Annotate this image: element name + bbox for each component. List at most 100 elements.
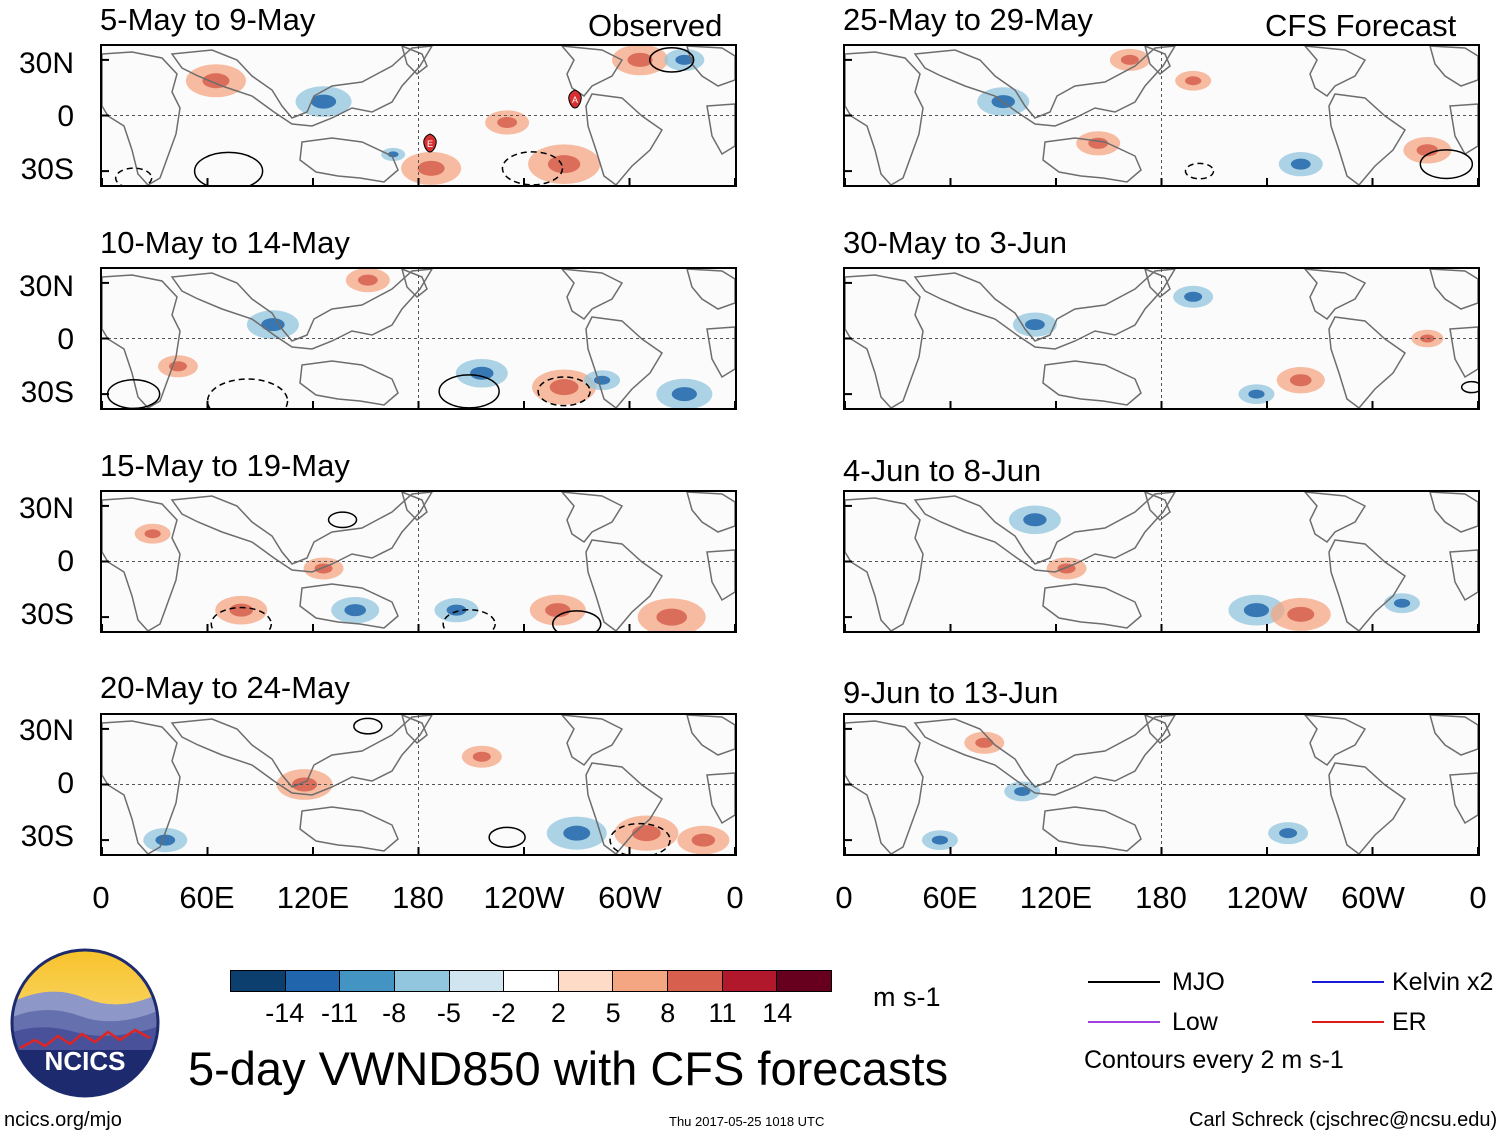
coastline	[1304, 269, 1367, 321]
wind-anomaly-core	[357, 274, 378, 286]
coastline	[706, 549, 735, 602]
coastline	[585, 316, 664, 408]
wind-anomaly-core	[310, 94, 337, 109]
wind-anomaly-core	[1290, 158, 1311, 170]
legend-mjo-label: MJO	[1172, 968, 1225, 996]
wind-anomaly-core	[202, 73, 230, 89]
map-graphic	[845, 269, 1478, 408]
mjo-contour	[1460, 380, 1478, 394]
mjo-contour	[501, 151, 564, 185]
wind-anomaly-core	[549, 379, 579, 396]
wind-anomaly-core	[291, 777, 318, 792]
map-graphic	[845, 46, 1478, 185]
coastline	[170, 715, 433, 796]
lat-label-30s: 30S	[20, 820, 74, 853]
lon-label: 120E	[276, 880, 350, 915]
lat-label-30n: 30N	[18, 714, 74, 747]
map-panel-observed-4	[100, 713, 737, 856]
coastline	[1042, 583, 1142, 629]
wind-anomaly-core	[975, 737, 994, 748]
colorbar-label: 14	[762, 998, 793, 1028]
coastline	[102, 51, 181, 185]
colorbar-swatch	[777, 971, 832, 991]
coastline	[561, 715, 624, 767]
coastline	[1429, 269, 1478, 310]
lat-label-eq: 0	[57, 545, 74, 578]
coastline	[102, 497, 181, 631]
colorbar-swatch	[449, 971, 505, 991]
coastline	[1429, 492, 1478, 533]
coastline	[1042, 360, 1142, 406]
wind-anomaly-core	[631, 825, 661, 842]
colorbar-swatch	[668, 971, 723, 991]
map-graphic	[102, 715, 735, 854]
wind-anomaly-core	[1289, 374, 1312, 387]
coastline	[170, 46, 433, 127]
colorbar-swatch	[285, 971, 341, 991]
wind-anomaly-core	[229, 603, 253, 617]
coastline	[686, 269, 735, 310]
wind-anomaly-core	[1416, 144, 1439, 157]
wind-anomaly-core	[691, 833, 716, 847]
panel-title-left-2: 10-May to 14-May	[100, 225, 350, 260]
wind-anomaly-core	[675, 54, 694, 65]
coastline	[1042, 137, 1142, 183]
mjo-contour	[353, 717, 383, 735]
map-panel-forecast-1	[843, 44, 1480, 187]
wind-anomaly-core	[344, 604, 366, 617]
map-panel-forecast-2	[843, 267, 1480, 410]
wind-anomaly-core	[1279, 828, 1298, 839]
wind-anomaly-core	[1393, 598, 1411, 608]
colorbar-swatch	[722, 971, 778, 991]
legend-low-label: Low	[1172, 1008, 1218, 1036]
colorbar-swatch	[558, 971, 614, 991]
colorbar-label: 11	[708, 998, 737, 1028]
panel-title-left-3: 15-May to 19-May	[100, 448, 350, 483]
lon-label: 60E	[922, 880, 978, 915]
panel-title-left-4: 20-May to 24-May	[100, 670, 350, 705]
ncics-logo: NCICS	[10, 948, 160, 1098]
colorbar-label: -2	[491, 998, 516, 1028]
coastline	[845, 51, 924, 185]
coastline	[1449, 549, 1478, 602]
lon-label: 0	[835, 880, 853, 915]
mjo-contour	[488, 826, 526, 848]
lat-label-30n: 30N	[18, 270, 74, 303]
wind-anomaly-core	[1185, 76, 1202, 86]
map-panel-observed-2	[100, 267, 737, 410]
mjo-contour	[114, 167, 153, 185]
wind-anomaly-core	[627, 52, 653, 67]
wind-anomaly-core	[1248, 389, 1265, 399]
mjo-contour	[106, 379, 161, 408]
map-panel-observed-1	[100, 44, 737, 187]
legend-er-line	[1312, 1021, 1384, 1023]
lat-label-eq: 0	[57, 323, 74, 356]
coastline	[299, 583, 399, 629]
main-title: 5-day VWND850 with CFS forecasts	[188, 1042, 949, 1095]
colorbar-swatch	[504, 971, 559, 991]
map-graphic	[845, 492, 1478, 631]
lon-label: 180	[392, 880, 444, 915]
wind-anomaly-core	[1014, 786, 1031, 796]
coastline	[913, 715, 1176, 796]
wind-anomaly-core	[472, 751, 491, 762]
coastline	[1304, 715, 1367, 767]
wind-anomaly-core	[1184, 291, 1203, 302]
legend-mjo-line	[1088, 981, 1160, 983]
colorbar	[230, 970, 832, 992]
colorbar-label: -5	[436, 998, 461, 1028]
coastline	[1429, 46, 1478, 87]
wind-anomaly-core	[1287, 606, 1315, 622]
coastline	[561, 46, 624, 98]
lon-label: 180	[1135, 880, 1187, 915]
storm-marker-e: E	[423, 133, 437, 153]
map-graphic	[102, 46, 735, 185]
panel-title-right-4: 9-Jun to 13-Jun	[843, 675, 1059, 710]
map-graphic	[102, 492, 735, 631]
mjo-contour	[609, 822, 671, 854]
lon-label: 60E	[179, 880, 235, 915]
site-link[interactable]: ncics.org/mjo	[4, 1109, 122, 1131]
wind-anomaly-core	[446, 604, 467, 616]
coastline	[1449, 103, 1478, 156]
lon-label: 60W	[598, 880, 662, 915]
